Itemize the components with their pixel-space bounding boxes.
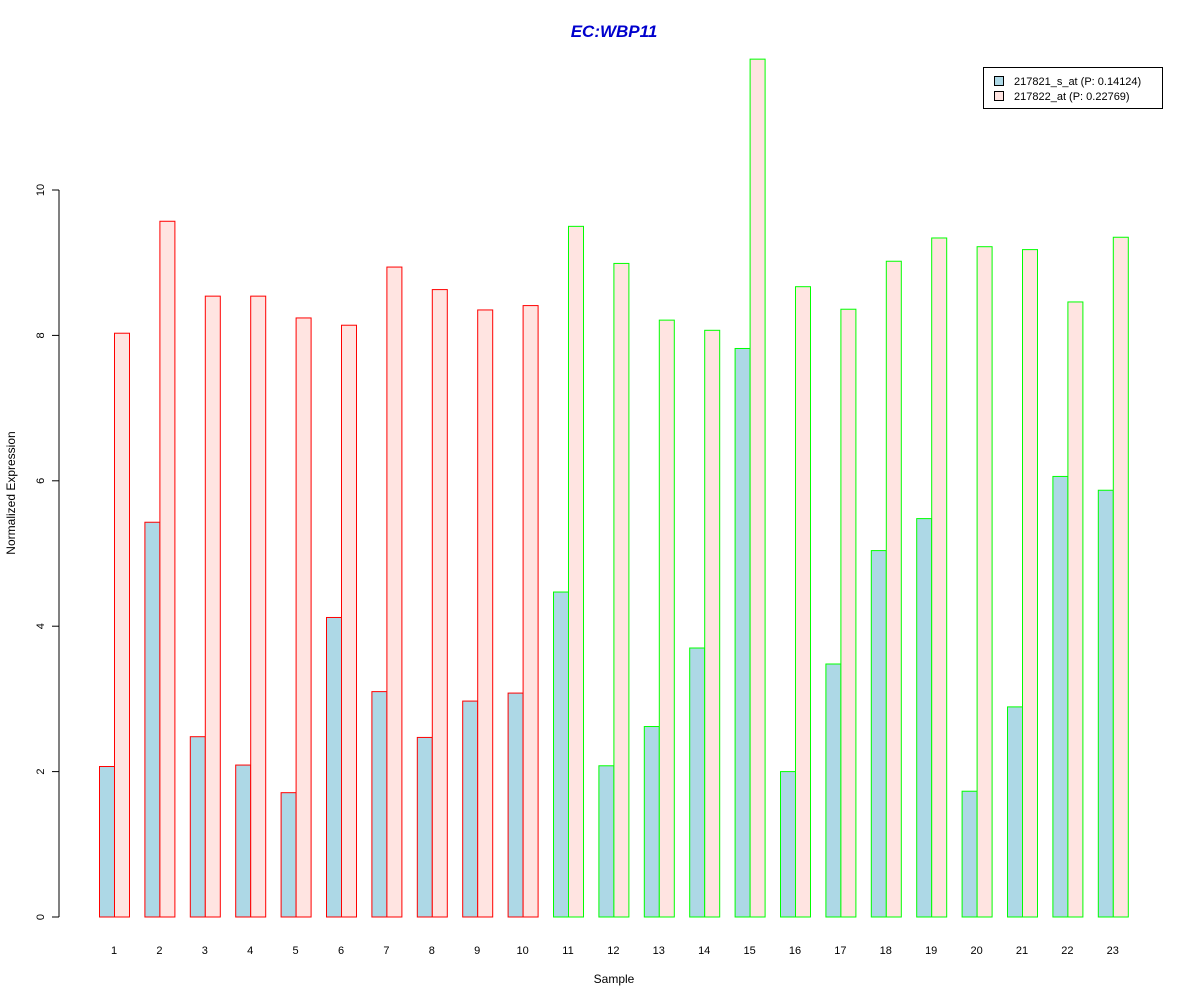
bar-217822-at: [295, 317, 312, 918]
x-tick-label: 22: [1061, 945, 1073, 957]
bar-217822-at: [704, 329, 721, 918]
x-tick-label: 19: [925, 945, 937, 957]
bar-217821-s-at: [916, 518, 933, 918]
bar-217821-s-at: [734, 347, 751, 918]
x-tick-label: 7: [383, 945, 389, 957]
x-tick-label: 13: [653, 945, 665, 957]
bar-217821-s-at: [99, 766, 115, 918]
y-tick-label: 4: [35, 623, 47, 629]
bar-217821-s-at: [780, 771, 796, 918]
legend-label: 217822_at (P: 0.22769): [1014, 91, 1130, 103]
bar-217822-at: [341, 324, 357, 918]
x-tick-label: 16: [789, 945, 801, 957]
bar-217822-at: [159, 220, 176, 918]
bar-217822-at: [114, 332, 130, 918]
bars: [99, 58, 1129, 918]
x-tick-label: 10: [516, 945, 528, 957]
bar-217822-at: [386, 266, 403, 918]
bar-217822-at: [885, 260, 902, 918]
bar-217821-s-at: [1052, 475, 1069, 918]
bar-217822-at: [204, 295, 221, 918]
bar-217821-s-at: [462, 700, 479, 918]
x-tick-label: 3: [202, 945, 208, 957]
x-tick-label: 6: [338, 945, 344, 957]
bar-217822-at: [477, 309, 494, 918]
x-tick-label: 9: [474, 945, 480, 957]
bar-217822-at: [1067, 301, 1084, 918]
y-tick-label: 6: [35, 478, 47, 484]
legend-box: [983, 67, 1163, 109]
bar-217821-s-at: [371, 691, 388, 918]
x-tick-label: 17: [834, 945, 846, 957]
y-tick-label: 0: [35, 914, 47, 920]
x-tick-labels: 1 2 3 4 5 6 7 8 9 10 11 12 13 14 15 16 17 18 19 20 21 22 23: [111, 945, 1119, 957]
x-tick-label: 2: [156, 945, 162, 957]
bar-217822-at: [795, 286, 811, 918]
bar-217821-s-at: [870, 550, 887, 918]
bar-217822-at: [749, 58, 766, 918]
chart-title: EC:WBP11: [571, 22, 658, 41]
x-tick-label: 21: [1016, 945, 1028, 957]
bar-217822-at: [976, 246, 993, 918]
y-tick-label: 2: [35, 769, 47, 775]
bar-217822-at: [613, 262, 630, 918]
bar-217821-s-at: [961, 790, 978, 918]
bar-217821-s-at: [553, 591, 569, 918]
bar-217821-s-at: [1097, 489, 1114, 918]
bar-217821-s-at: [1007, 706, 1023, 918]
x-tick-label: 11: [562, 945, 573, 957]
bar-217822-at: [568, 225, 584, 918]
bar-217822-at: [931, 237, 948, 918]
x-tick-label: 15: [743, 945, 755, 957]
bar-217821-s-at: [326, 616, 342, 918]
x-axis-label: Sample: [594, 972, 635, 986]
bar-217821-s-at: [144, 521, 161, 918]
bar-217821-s-at: [416, 736, 433, 918]
x-tick-label: 14: [698, 945, 710, 957]
bar-217821-s-at: [689, 647, 706, 918]
bar-217822-at: [522, 305, 539, 918]
legend-swatch: [994, 76, 1004, 86]
x-tick-label: 20: [970, 945, 982, 957]
x-tick-label: 4: [247, 945, 253, 957]
x-tick-label: 8: [429, 945, 435, 957]
bar-217821-s-at: [235, 764, 252, 918]
y-axis-label: Normalized Expression: [4, 431, 18, 554]
bar-217822-at: [658, 319, 675, 918]
x-tick-label: 1: [111, 945, 117, 957]
legend-label: 217821_s_at (P: 0.14124): [1014, 76, 1141, 88]
bar-217822-at: [840, 308, 857, 918]
bar-217821-s-at: [280, 792, 297, 918]
bar-217821-s-at: [189, 736, 206, 918]
x-tick-label: 12: [607, 945, 619, 957]
bar-217822-at: [1022, 249, 1038, 918]
bar-217822-at: [250, 295, 267, 918]
bar-217821-s-at: [507, 692, 524, 918]
x-tick-label: 5: [293, 945, 299, 957]
legend: 217821_s_at (P: 0.14124) 217822_at (P: 0.…: [983, 67, 1163, 109]
bar-217822-at: [431, 289, 448, 918]
bar-217821-s-at: [598, 765, 615, 918]
y-axis: 0 2 4 6 8 10: [35, 184, 60, 920]
bar-217821-s-at: [825, 663, 842, 918]
x-tick-label: 18: [880, 945, 892, 957]
bar-217821-s-at: [643, 726, 660, 918]
legend-swatch: [994, 91, 1004, 101]
bar-217822-at: [1112, 236, 1129, 918]
x-tick-label: 23: [1107, 945, 1119, 957]
y-tick-label: 8: [35, 332, 47, 338]
y-tick-label: 10: [35, 184, 47, 196]
